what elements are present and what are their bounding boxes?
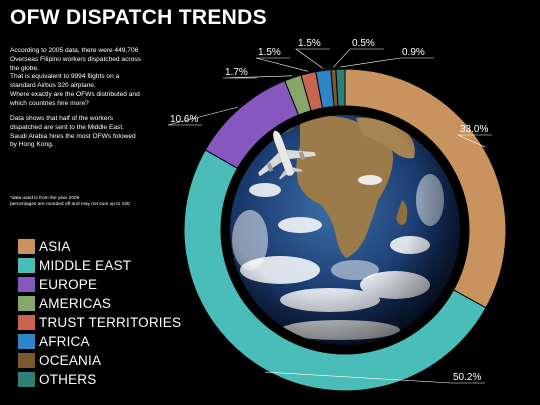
slice-label: 0.9% bbox=[402, 47, 425, 58]
slice-label: 50.2% bbox=[453, 372, 481, 383]
legend: ASIA MIDDLE EAST EUROPE AMERICAS TRUST TERRI… bbox=[18, 237, 181, 389]
page-title: OFW DISPATCH TRENDS bbox=[10, 6, 267, 29]
legend-item: EUROPE bbox=[18, 275, 181, 294]
detail-line: Data shows that half of the workers bbox=[10, 115, 113, 122]
slice-middle-east bbox=[183, 149, 487, 392]
slice-label: 33.0% bbox=[460, 124, 488, 135]
detail-line: by Hong Kong. bbox=[10, 141, 54, 149]
legend-item: MIDDLE EAST bbox=[18, 256, 181, 275]
leader-line bbox=[340, 57, 434, 68]
legend-swatch bbox=[18, 239, 35, 254]
intro-line: According to 2005 data, there were 449,7… bbox=[10, 47, 139, 54]
leader-line bbox=[255, 57, 308, 72]
footnote-line: *data used is from the year 2005 bbox=[10, 196, 80, 201]
slice-labels: 33.0% 50.2% 10.6% 1.7% 1.5% 1.5% 0.5% 0.9% bbox=[167, 38, 492, 384]
leader-line bbox=[167, 106, 238, 126]
detail-line: Saudi Arabia hires the most OFWs folowed bbox=[10, 132, 136, 140]
slice-others bbox=[335, 68, 346, 107]
legend-item: AFRICA bbox=[18, 332, 181, 351]
legend-label: OCEANIA bbox=[39, 353, 102, 368]
leader-line bbox=[295, 48, 330, 69]
legend-label: ASIA bbox=[39, 239, 71, 254]
leader-line bbox=[222, 75, 293, 79]
legend-item: AMERICAS bbox=[18, 294, 181, 313]
legend-label: EUROPE bbox=[39, 277, 98, 292]
intro-line: standard Airbus 320 airplane. bbox=[10, 82, 96, 90]
legend-swatch bbox=[18, 372, 35, 387]
slice-label: 1.5% bbox=[258, 47, 281, 58]
intro-line: which countries hire more? bbox=[10, 99, 89, 107]
legend-item: OTHERS bbox=[18, 370, 181, 389]
legend-label: AMERICAS bbox=[39, 296, 112, 311]
earth-globe-icon bbox=[230, 115, 460, 345]
legend-swatch bbox=[18, 334, 35, 349]
leader-line bbox=[332, 48, 384, 68]
legend-swatch bbox=[18, 258, 35, 273]
slice-label: 10.6% bbox=[170, 114, 198, 125]
legend-item: TRUST TERRITORIES bbox=[18, 313, 181, 332]
slice-label: 0.5% bbox=[352, 38, 375, 49]
intro-line: Overseas Filipino workers dispatched acr… bbox=[10, 55, 141, 63]
legend-label: AFRICA bbox=[39, 334, 90, 349]
detail-line: dispatched are sent to the Middle East. bbox=[10, 123, 124, 131]
detail-text: Data shows that half of the workers dispa… bbox=[10, 115, 180, 150]
legend-swatch bbox=[18, 315, 35, 330]
legend-swatch bbox=[18, 353, 35, 368]
slice-label: 1.7% bbox=[225, 67, 248, 78]
slice-label: 1.5% bbox=[298, 38, 321, 49]
intro-line: the globe. bbox=[10, 64, 39, 72]
legend-swatch bbox=[18, 296, 35, 311]
legend-item: ASIA bbox=[18, 237, 181, 256]
legend-label: MIDDLE EAST bbox=[39, 258, 132, 273]
intro-text: According to 2005 data, there were 449,7… bbox=[10, 47, 180, 109]
leader-line bbox=[457, 134, 492, 148]
intro-line: That is equivalent to 9994 flights on a bbox=[10, 73, 120, 81]
footnote-line: percentages are rounded off and may not … bbox=[10, 202, 130, 208]
legend-item: OCEANIA bbox=[18, 351, 181, 370]
leader-line bbox=[265, 371, 485, 384]
legend-label: TRUST TERRITORIES bbox=[39, 315, 182, 330]
legend-swatch bbox=[18, 277, 35, 292]
airplane-icon bbox=[258, 130, 316, 180]
footnote: *data used is from the year 2005 percenta… bbox=[10, 196, 130, 208]
legend-label: OTHERS bbox=[39, 372, 97, 387]
donut-ring bbox=[183, 68, 507, 392]
intro-line: Where exactly are the OFWs distributed a… bbox=[10, 90, 140, 98]
